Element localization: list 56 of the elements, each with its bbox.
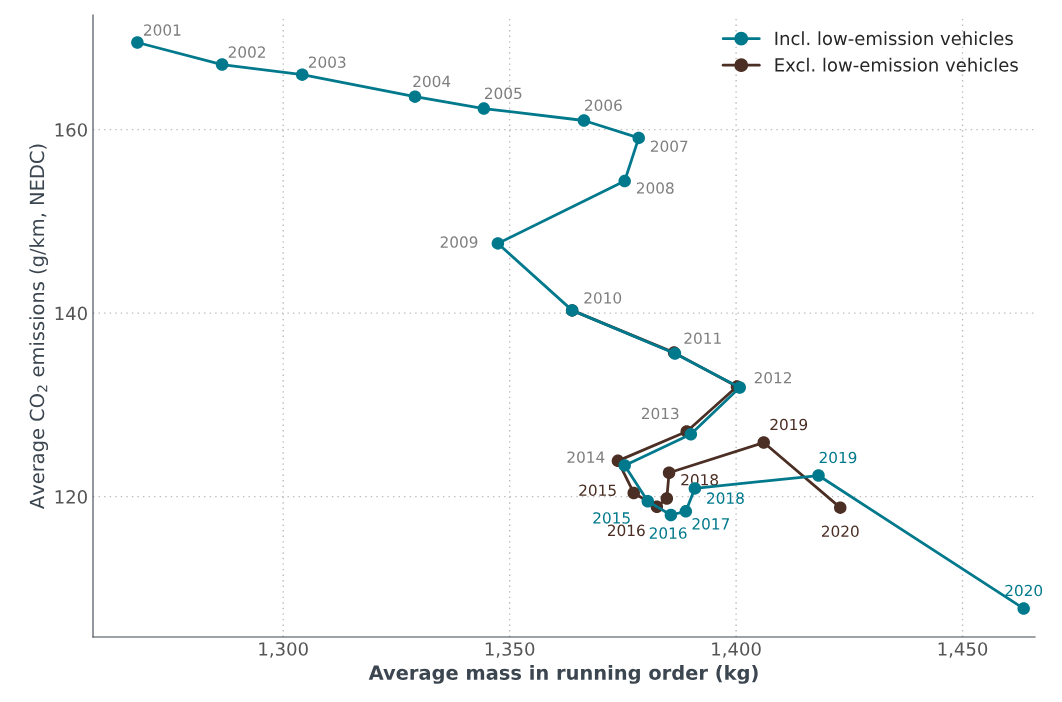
point [684, 428, 698, 441]
annotation: 2015 [579, 484, 616, 497]
x-tick-label: 1,350 [485, 642, 535, 658]
point [632, 131, 645, 145]
annotation: 2015 [593, 512, 630, 524]
legend-label: Incl. low-emission vehicles [775, 31, 1013, 46]
annotation: 2019 [770, 418, 808, 431]
point [215, 58, 229, 71]
point [577, 114, 591, 127]
point [664, 508, 678, 522]
point [131, 36, 144, 49]
point [660, 492, 674, 505]
point [491, 237, 505, 250]
annotation: 2020 [821, 525, 859, 538]
y-axis-title: Average CO$_{2}$ emissions (g/km, NEDC) [29, 144, 49, 509]
annotation: 2010 [584, 292, 622, 304]
x-tick-label: 1,400 [712, 642, 761, 658]
point [757, 436, 770, 449]
annotation: 2016 [649, 527, 687, 539]
annotation: 2016 [607, 524, 645, 537]
annotation: 2008 [636, 182, 674, 194]
annotation: 2006 [585, 99, 622, 112]
point [812, 469, 825, 482]
x-tick-label: 1,450 [938, 642, 988, 658]
point [295, 68, 309, 81]
point [641, 494, 655, 508]
legend-label: Excl. low-emission vehicles [775, 57, 1018, 72]
point [618, 174, 631, 188]
point [662, 466, 676, 480]
annotation: 2011 [684, 332, 721, 345]
annotation: 2003 [308, 56, 346, 68]
point [834, 501, 847, 514]
annotation: 2007 [650, 140, 688, 153]
annotation: 2013 [641, 407, 679, 420]
x-tick-label: 1,300 [259, 642, 308, 658]
annotation: 2020 [1005, 584, 1043, 597]
annotation: 2018 [707, 492, 744, 504]
annotation: 2017 [692, 518, 729, 530]
annotation: 2019 [819, 451, 857, 464]
point [1017, 602, 1030, 615]
y-tick-label: 140 [55, 306, 87, 321]
annotation: 2004 [413, 75, 451, 88]
point [679, 505, 693, 518]
point [477, 102, 491, 115]
point [627, 486, 640, 500]
annotation: 2014 [567, 451, 605, 463]
annotation: 2001 [144, 24, 181, 36]
y-tick-label: 160 [55, 123, 87, 137]
point [618, 459, 631, 472]
annotation: 2002 [228, 46, 265, 58]
annotation: 2009 [440, 236, 478, 248]
annotation: 2012 [754, 372, 791, 384]
x-axis-title: Average mass in running order (kg) [368, 664, 758, 684]
y-tick-label: 120 [55, 490, 87, 504]
point [408, 90, 422, 103]
annotation: 2005 [484, 87, 522, 100]
